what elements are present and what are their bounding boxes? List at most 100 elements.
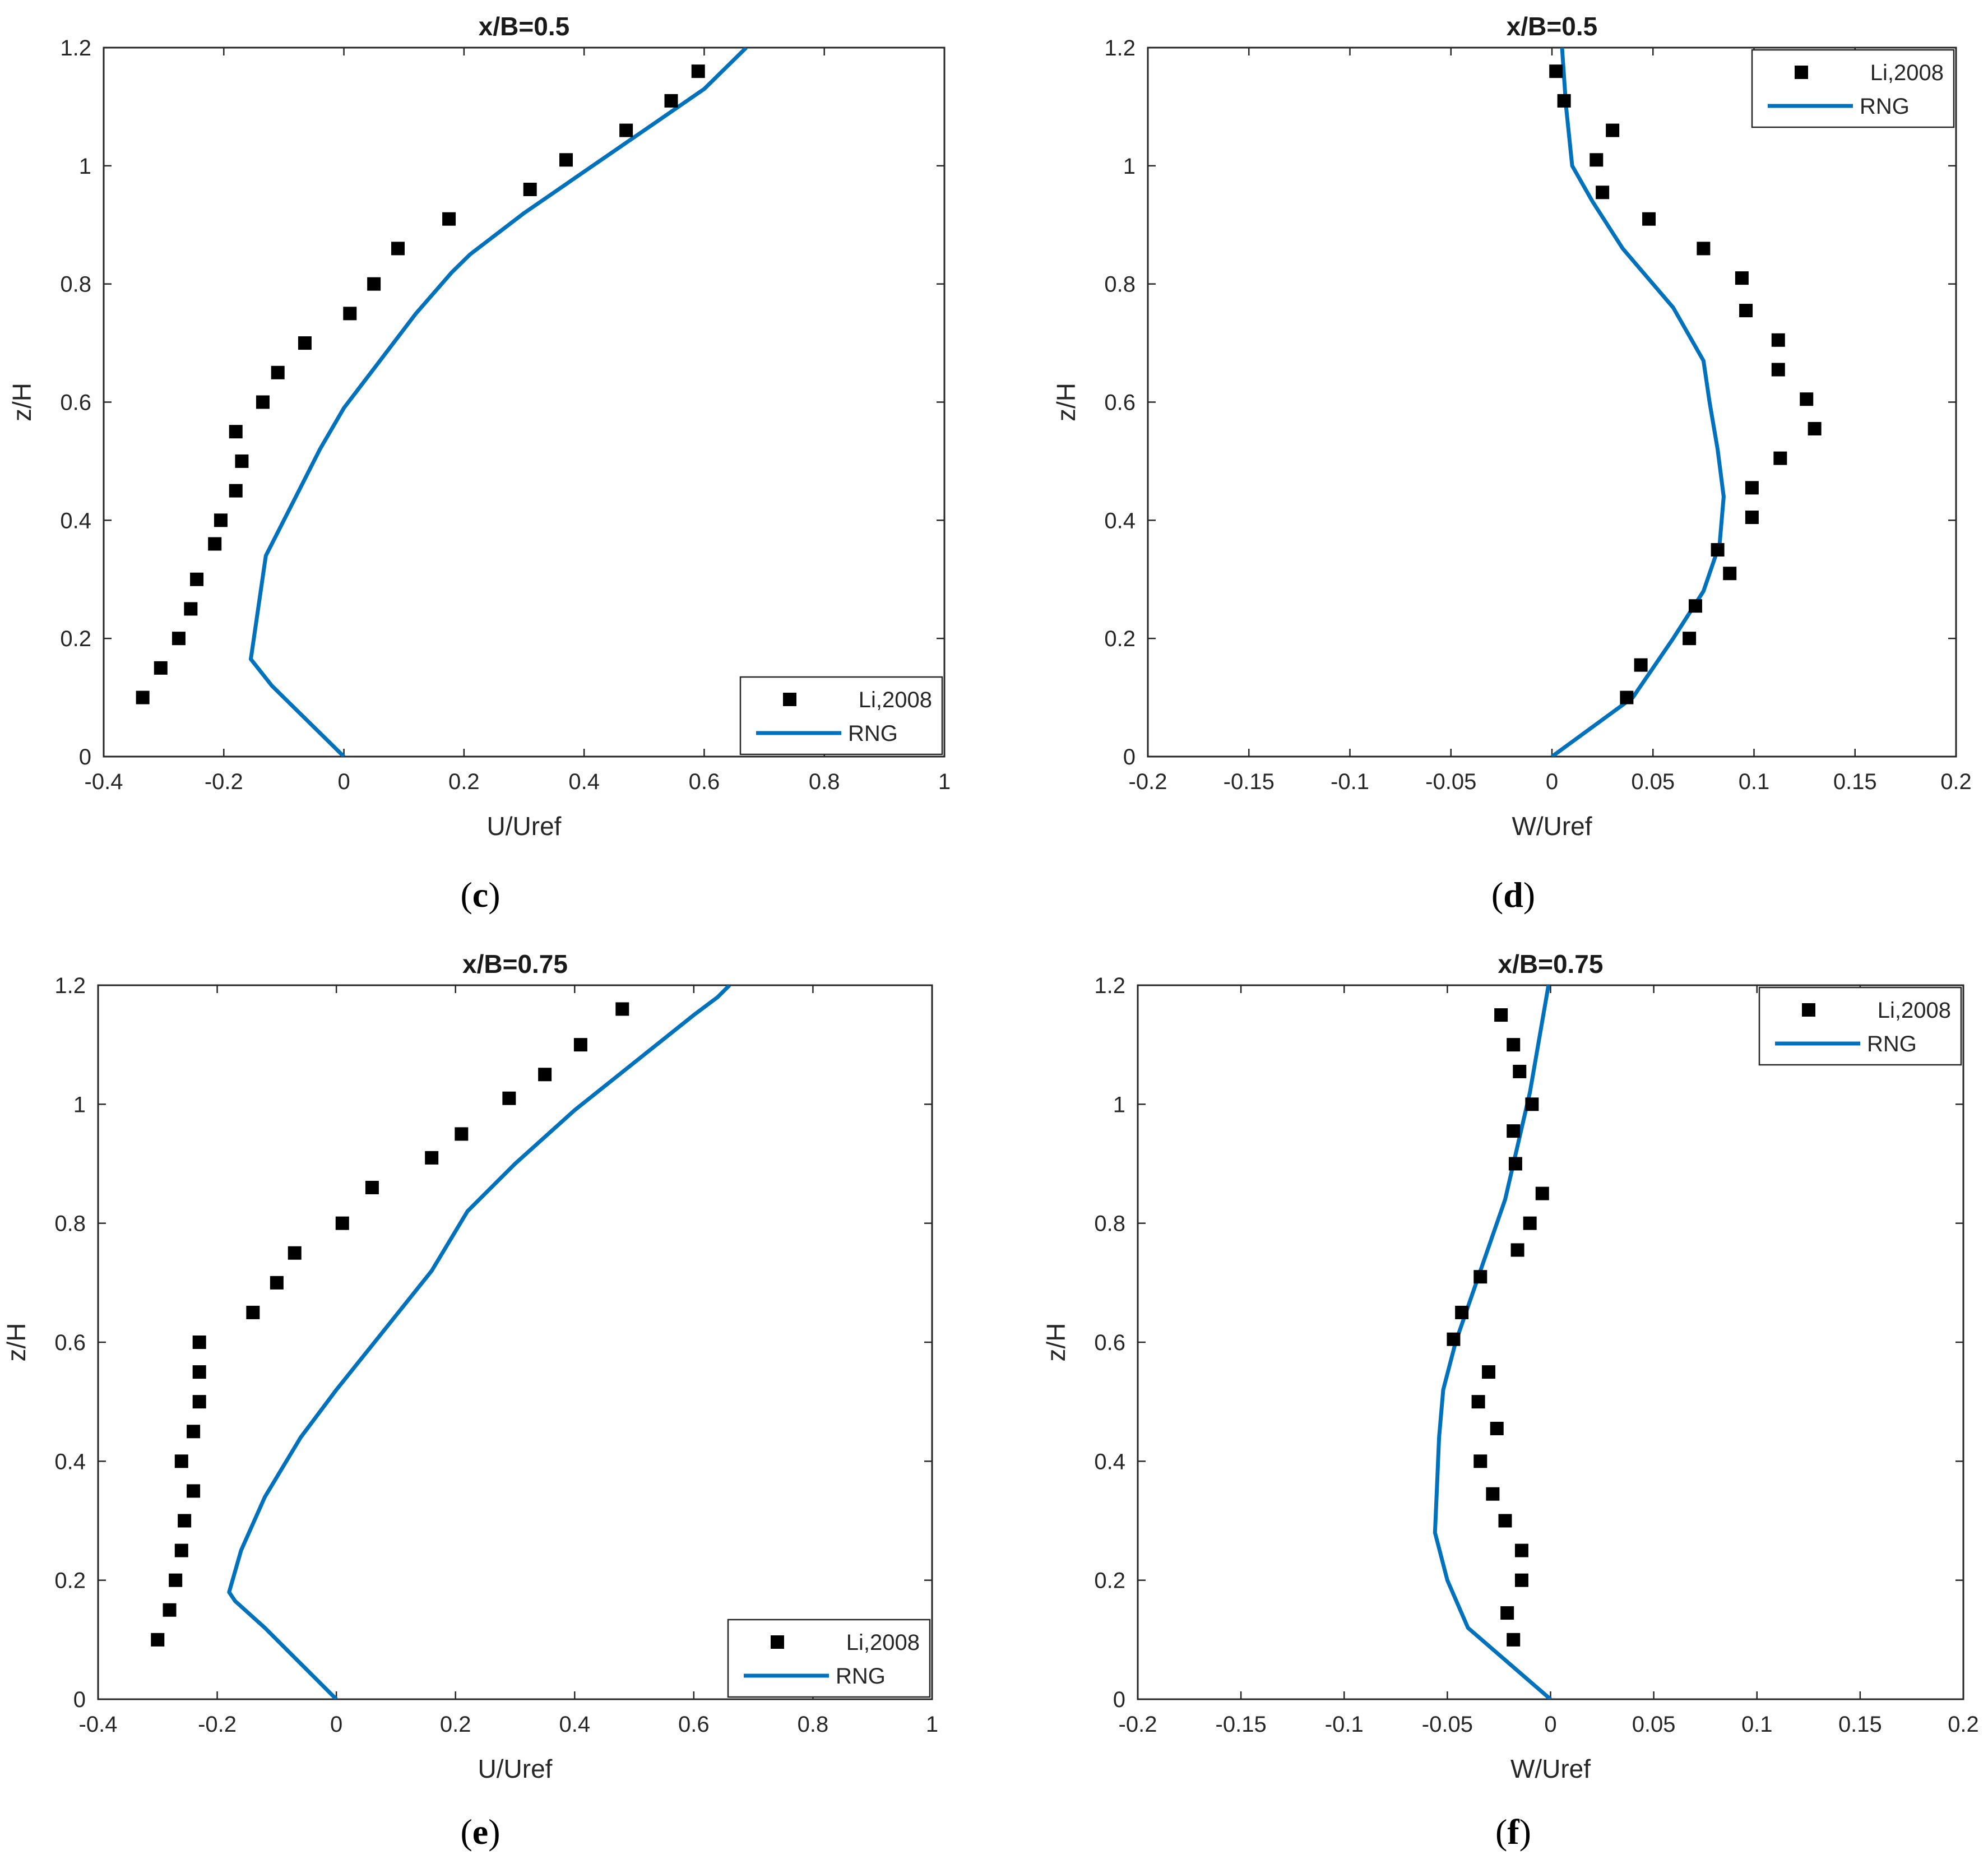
legend-box-f	[1758, 986, 1962, 1066]
li2008-data-point-c	[691, 64, 705, 78]
li2008-data-point-f	[1523, 1216, 1537, 1230]
x-tick-label-d: 0.05	[1631, 769, 1675, 794]
x-tick-label-c: 0.4	[568, 769, 600, 794]
li2008-data-point-f	[1507, 1038, 1521, 1052]
y-tick-label-c: 1.2	[60, 36, 91, 61]
li2008-data-point-f	[1514, 1543, 1528, 1557]
li2008-data-point-e	[246, 1305, 260, 1319]
legend-box-d	[1751, 49, 1955, 128]
li2008-data-point-c	[208, 537, 222, 551]
x-tick-label-d: 0.1	[1739, 769, 1770, 794]
li2008-data-point-e	[174, 1543, 188, 1557]
x-tick-label-f: 0.05	[1632, 1712, 1676, 1737]
li2008-data-point-f	[1535, 1186, 1549, 1200]
legend-e: Li,2008 RNG	[727, 1619, 931, 1698]
x-tick-label-f: -0.05	[1422, 1712, 1473, 1737]
li2008-data-point-e	[178, 1514, 192, 1528]
x-tick-label-d: 0	[1546, 769, 1558, 794]
x-tick-label-c: -0.4	[85, 769, 123, 794]
y-tick-label-d: 0.2	[1104, 627, 1136, 651]
chart-panel-e: x/B=0.75 -0.4 -0.2 0 0.2 0.4 0.6 0.8 1 0 0.2 0.4 0.6…	[2, 949, 938, 1783]
li2008-data-point-d	[1688, 599, 1702, 613]
x-tick-label-c: 0.8	[809, 769, 840, 794]
li2008-data-point-e	[169, 1573, 183, 1587]
li2008-data-point-d	[1642, 212, 1656, 226]
li2008-data-point-f	[1507, 1124, 1521, 1138]
x-tick-label-e: 0	[330, 1712, 342, 1737]
y-tick-label-f: 0.8	[1094, 1212, 1125, 1236]
li2008-data-point-f	[1525, 1097, 1539, 1111]
li2008-data-point-f	[1455, 1305, 1469, 1319]
li2008-data-point-c	[190, 572, 204, 586]
li2008-data-point-c	[235, 454, 249, 468]
y-tick-label-c: 0.2	[60, 627, 91, 651]
li2008-data-point-f	[1510, 1243, 1524, 1257]
panel-label-f-text: f	[1507, 1812, 1519, 1852]
chart-panel-c: x/B=0.5 -0.4 -0.2 0 0.2 0.4 0.6 0.8 1 0 0.2 0.4 0.6 0…	[7, 12, 951, 841]
x-tick-label-f: 0.1	[1741, 1712, 1773, 1737]
li2008-data-point-f	[1486, 1487, 1500, 1501]
panel-label-e-text: e	[472, 1812, 488, 1852]
li2008-data-point-c	[184, 602, 198, 616]
x-tick-label-f: -0.2	[1119, 1712, 1157, 1737]
rng-series-line-f	[1433, 985, 1552, 1699]
li2008-data-point-e	[573, 1038, 587, 1052]
y-tick-label-e: 0.6	[54, 1330, 86, 1355]
y-tick-label-e: 0.8	[54, 1212, 86, 1236]
x-tick-label-d: -0.2	[1129, 769, 1167, 794]
panel-label-d: (d)	[1491, 875, 1535, 915]
x-tick-label-e: 0.4	[559, 1712, 590, 1737]
li2008-data-point-d	[1590, 153, 1604, 167]
li2008-data-point-f	[1447, 1332, 1461, 1346]
li2008-data-point-d	[1683, 632, 1697, 646]
legend-label-rng-e: RNG	[836, 1664, 886, 1689]
x-tick-label-f: 0.15	[1838, 1712, 1882, 1737]
x-tick-label-f: -0.1	[1325, 1712, 1364, 1737]
x-axis-label-c: U/Uref	[487, 812, 562, 841]
y-tick-label-f: 0.6	[1094, 1330, 1125, 1355]
y-tick-label-c: 0.4	[60, 508, 91, 533]
x-tick-label-c: 1	[938, 769, 951, 794]
legend-marker-icon-c	[783, 693, 796, 706]
li2008-data-point-e	[502, 1091, 516, 1105]
legend-box-e	[727, 1619, 931, 1698]
y-tick-label-f: 1.2	[1094, 973, 1125, 998]
x-axis-label-d: W/Uref	[1512, 812, 1592, 841]
li2008-data-point-d	[1723, 567, 1737, 581]
li2008-data-point-d	[1697, 242, 1711, 256]
li2008-data-point-d	[1771, 333, 1785, 347]
y-tick-label-d: 0.6	[1104, 391, 1136, 415]
y-tick-label-c: 0	[79, 745, 91, 769]
panel-label-c: (c)	[460, 875, 500, 915]
y-tick-label-d: 1	[1123, 154, 1136, 179]
x-tick-label-d: 0.15	[1833, 769, 1877, 794]
y-tick-label-e: 0.4	[54, 1449, 86, 1474]
li2008-data-point-f	[1471, 1395, 1485, 1409]
legend-label-li2008-e: Li,2008	[846, 1630, 920, 1655]
x-tick-label-c: -0.2	[205, 769, 243, 794]
y-axis-label-c: z/H	[7, 383, 36, 421]
y-tick-label-e: 1	[73, 1092, 86, 1117]
li2008-data-point-f	[1513, 1064, 1527, 1078]
li2008-data-point-f	[1498, 1514, 1512, 1528]
li2008-data-point-d	[1606, 123, 1620, 137]
panel-label-f: (f)	[1495, 1812, 1531, 1852]
li2008-data-point-d	[1739, 304, 1753, 318]
x-tick-label-f: 0	[1544, 1712, 1556, 1737]
li2008-data-point-f	[1473, 1454, 1487, 1468]
li2008-data-point-c	[442, 212, 456, 226]
li2008-data-point-d	[1634, 658, 1648, 672]
li2008-data-point-e	[192, 1365, 206, 1379]
li2008-data-point-c	[229, 425, 243, 439]
li2008-data-point-c	[214, 513, 228, 527]
rng-series-line-d	[1550, 48, 1726, 757]
x-tick-label-e: 0.2	[440, 1712, 471, 1737]
li2008-data-point-f	[1490, 1421, 1504, 1435]
li2008-data-point-d	[1745, 481, 1759, 495]
legend-label-rng-f: RNG	[1867, 1032, 1917, 1056]
y-tick-label-f: 0	[1113, 1687, 1125, 1712]
li2008-data-point-c	[271, 365, 285, 379]
legend-label-li2008-f: Li,2008	[1878, 998, 1951, 1023]
li2008-data-point-d	[1620, 690, 1634, 704]
